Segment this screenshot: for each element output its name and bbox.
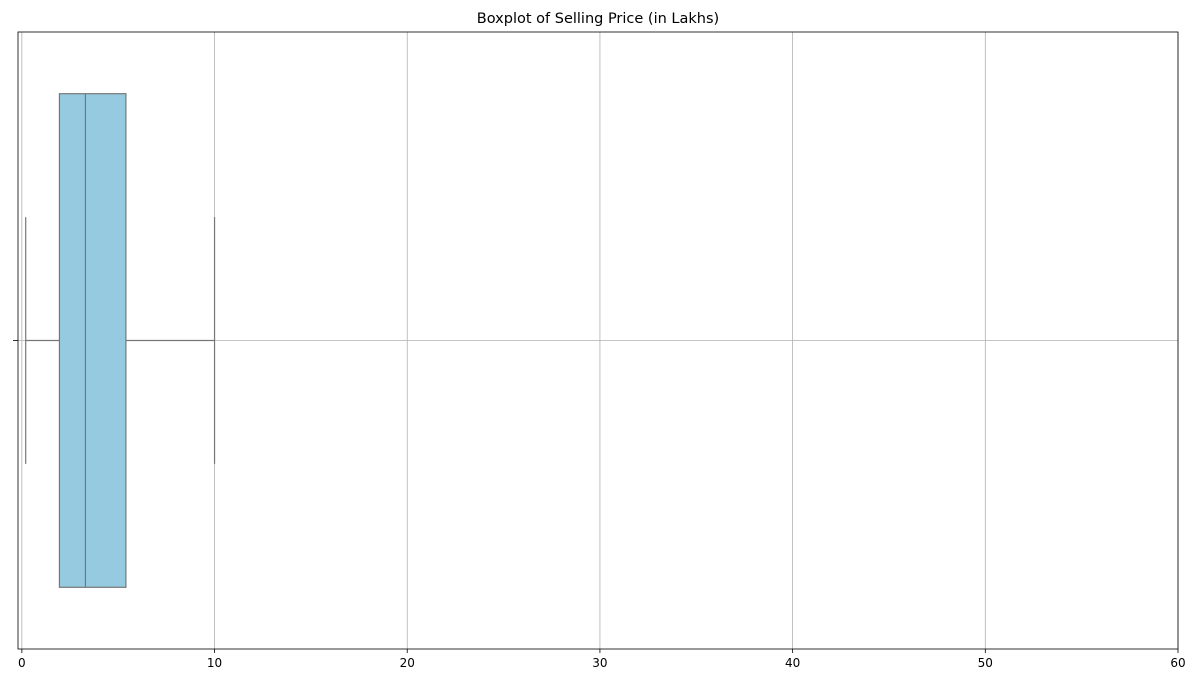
x-tick-label: 10 [207,656,222,670]
x-tick-label: 50 [978,656,993,670]
iqr-box [58,93,127,588]
axes-layer: 0 10 20 30 40 50 60 [13,31,1186,670]
x-tick-label: 40 [785,656,800,670]
x-tick-label: 20 [400,656,415,670]
chart-title: Boxplot of Selling Price (in Lakhs) [477,11,719,27]
box-layer [25,93,216,588]
x-tick-label: 30 [592,656,607,670]
x-tick-label: 60 [1170,656,1185,670]
x-tick-label: 0 [18,656,26,670]
